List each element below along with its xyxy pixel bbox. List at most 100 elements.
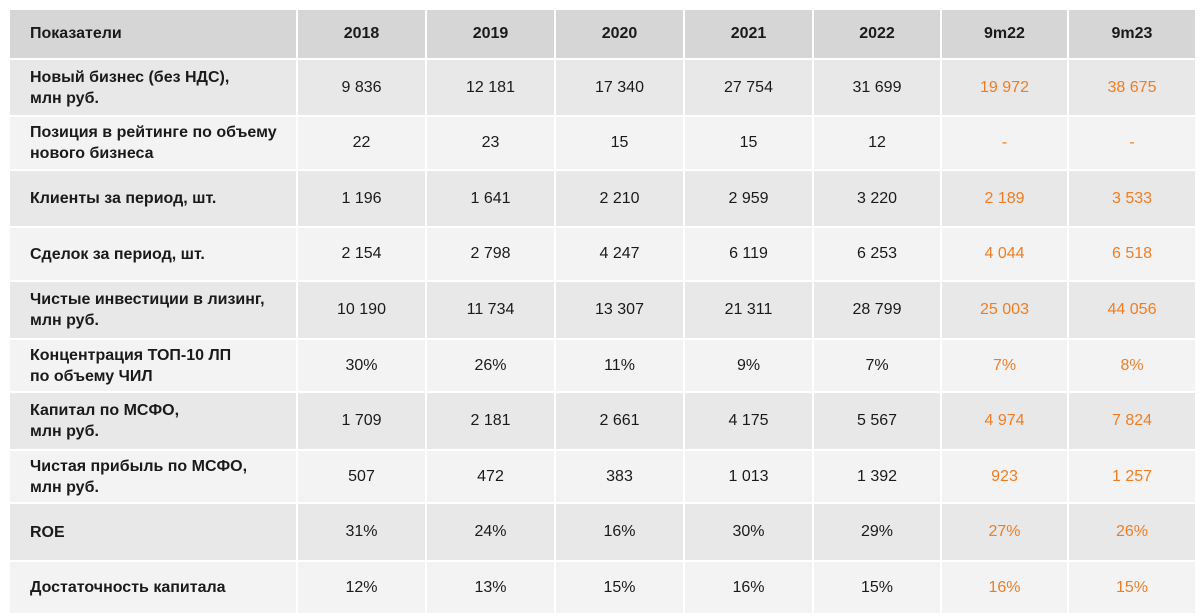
table-cell-highlight: 38 675 (1068, 59, 1195, 117)
row-label: Чистая прибыль по МСФО, млн руб. (10, 450, 298, 504)
table-cell: 12 (813, 116, 942, 171)
table-cell: 27 754 (684, 59, 814, 117)
row-label: Позиция в рейтинге по объему нового бизн… (10, 116, 298, 171)
row-label: ROE (10, 503, 298, 562)
table-cell: 13% (426, 561, 556, 615)
table-cell: 2 210 (555, 170, 685, 228)
table-cell-highlight: - (1068, 116, 1195, 171)
row-label: Клиенты за период, шт. (10, 170, 298, 228)
table-cell: 28 799 (813, 281, 942, 340)
table-cell: 12% (297, 561, 427, 615)
table-cell: 11 734 (426, 281, 556, 340)
table-cell: 7% (813, 339, 942, 393)
table-cell: 472 (426, 450, 556, 504)
indicators-table: Показатели 2018 2019 2020 2021 2022 9m22… (10, 10, 1195, 615)
header-9m23: 9m23 (1068, 10, 1195, 60)
table-row: Чистые инвестиции в лизинг, млн руб. 10 … (10, 281, 1195, 340)
table-cell: 2 798 (426, 227, 556, 282)
table-cell-highlight: 15% (1068, 561, 1195, 615)
table-cell: 2 661 (555, 392, 685, 451)
header-2020: 2020 (555, 10, 685, 60)
table-cell-highlight: 25 003 (941, 281, 1069, 340)
table-cell: 30% (297, 339, 427, 393)
table-cell: 16% (684, 561, 814, 615)
header-indicators: Показатели (10, 10, 298, 60)
table-cell-highlight: 1 257 (1068, 450, 1195, 504)
table-cell: 5 567 (813, 392, 942, 451)
table-cell: 23 (426, 116, 556, 171)
table-cell: 22 (297, 116, 427, 171)
row-label: Новый бизнес (без НДС), млн руб. (10, 59, 298, 117)
header-9m22: 9m22 (941, 10, 1069, 60)
table-cell: 3 220 (813, 170, 942, 228)
table-cell-highlight: 44 056 (1068, 281, 1195, 340)
row-label: Достаточность капитала (10, 561, 298, 615)
table-cell: 30% (684, 503, 814, 562)
table-cell-highlight: 923 (941, 450, 1069, 504)
table-cell: 21 311 (684, 281, 814, 340)
table-cell: 13 307 (555, 281, 685, 340)
table-cell: 1 641 (426, 170, 556, 228)
table-cell-highlight: 3 533 (1068, 170, 1195, 228)
table-cell: 6 253 (813, 227, 942, 282)
table-cell: 17 340 (555, 59, 685, 117)
table-cell: 11% (555, 339, 685, 393)
table-row: ROE 31% 24% 16% 30% 29% 27% 26% (10, 503, 1195, 562)
table-row: Достаточность капитала 12% 13% 15% 16% 1… (10, 561, 1195, 615)
table-cell-highlight: 4 974 (941, 392, 1069, 451)
table-cell: 2 154 (297, 227, 427, 282)
table-cell: 2 181 (426, 392, 556, 451)
table-row: Сделок за период, шт. 2 154 2 798 4 247 … (10, 227, 1195, 282)
table-cell: 15 (555, 116, 685, 171)
table-cell-highlight: 6 518 (1068, 227, 1195, 282)
table-cell-highlight: 26% (1068, 503, 1195, 562)
row-label: Капитал по МСФО, млн руб. (10, 392, 298, 451)
table-cell-highlight: 27% (941, 503, 1069, 562)
table-cell: 383 (555, 450, 685, 504)
table-cell: 9% (684, 339, 814, 393)
table-cell-highlight: 19 972 (941, 59, 1069, 117)
table-cell: 26% (426, 339, 556, 393)
table-cell-highlight: 16% (941, 561, 1069, 615)
table-cell: 9 836 (297, 59, 427, 117)
table-cell: 16% (555, 503, 685, 562)
table-header-row: Показатели 2018 2019 2020 2021 2022 9m22… (10, 10, 1195, 60)
table-cell: 1 013 (684, 450, 814, 504)
table-cell: 507 (297, 450, 427, 504)
table-cell: 15 (684, 116, 814, 171)
table-cell: 29% (813, 503, 942, 562)
table-cell-highlight: 4 044 (941, 227, 1069, 282)
table-cell: 2 959 (684, 170, 814, 228)
row-label: Чистые инвестиции в лизинг, млн руб. (10, 281, 298, 340)
table-row: Чистая прибыль по МСФО, млн руб. 507 472… (10, 450, 1195, 504)
table-row: Капитал по МСФО, млн руб. 1 709 2 181 2 … (10, 392, 1195, 451)
table-cell: 31 699 (813, 59, 942, 117)
table-cell: 1 392 (813, 450, 942, 504)
table-cell: 6 119 (684, 227, 814, 282)
table-cell: 24% (426, 503, 556, 562)
table-row: Концентрация ТОП-10 ЛП по объему ЧИЛ 30%… (10, 339, 1195, 393)
table-row: Новый бизнес (без НДС), млн руб. 9 836 1… (10, 59, 1195, 117)
table-cell: 1 196 (297, 170, 427, 228)
table-cell: 12 181 (426, 59, 556, 117)
table-cell: 1 709 (297, 392, 427, 451)
table-cell: 4 175 (684, 392, 814, 451)
table-row: Клиенты за период, шт. 1 196 1 641 2 210… (10, 170, 1195, 228)
indicators-table-wrapper: Показатели 2018 2019 2020 2021 2022 9m22… (10, 10, 1195, 615)
header-2021: 2021 (684, 10, 814, 60)
table-cell: 10 190 (297, 281, 427, 340)
header-2019: 2019 (426, 10, 556, 60)
table-cell: 4 247 (555, 227, 685, 282)
table-cell: 15% (813, 561, 942, 615)
table-cell-highlight: 8% (1068, 339, 1195, 393)
header-2022: 2022 (813, 10, 942, 60)
table-cell-highlight: 7% (941, 339, 1069, 393)
table-cell: 31% (297, 503, 427, 562)
row-label: Концентрация ТОП-10 ЛП по объему ЧИЛ (10, 339, 298, 393)
row-label: Сделок за период, шт. (10, 227, 298, 282)
table-row: Позиция в рейтинге по объему нового бизн… (10, 116, 1195, 171)
table-cell-highlight: 2 189 (941, 170, 1069, 228)
table-cell: 15% (555, 561, 685, 615)
table-cell-highlight: - (941, 116, 1069, 171)
table-cell-highlight: 7 824 (1068, 392, 1195, 451)
